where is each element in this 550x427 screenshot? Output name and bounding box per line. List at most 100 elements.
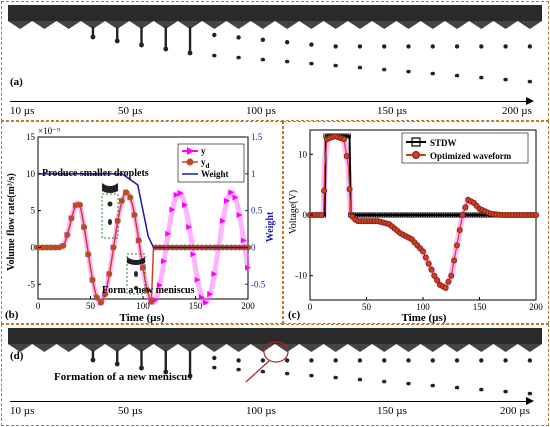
x-tick-label-b: 0 (36, 301, 41, 311)
series-yd-marker (68, 215, 75, 222)
satellite-droplet (527, 79, 533, 84)
satellite-droplet (527, 391, 533, 396)
meniscus-tooth (177, 21, 203, 29)
ligament (164, 350, 167, 372)
ligament (164, 27, 167, 49)
panel-a: (a) 10 µs 50 µs 100 µs 150 µs 200 µs (1, 1, 549, 121)
panel-label-b: (b) (5, 309, 19, 321)
annotation-formation-meniscus: Formation of a new meniscus (54, 371, 192, 383)
droplet (309, 42, 314, 47)
droplet (527, 358, 533, 363)
droplet (479, 358, 484, 363)
droplet (503, 358, 508, 363)
time-tick-d: 200 µs (500, 405, 530, 417)
series-y-marker (232, 194, 239, 201)
meniscus-tooth (129, 21, 154, 29)
series-optimized-marker (451, 257, 458, 264)
meniscus-tooth (105, 21, 130, 29)
legend-box-c (401, 132, 529, 164)
time-axis-arrow-a (526, 97, 534, 105)
series-optimized-marker (343, 153, 350, 160)
time-axis-d (10, 401, 526, 402)
satellite-droplet (454, 385, 460, 390)
time-axis-a (10, 101, 526, 102)
meniscus-tooth (396, 21, 421, 29)
droplet (90, 357, 96, 363)
series-yd-marker (98, 299, 105, 306)
droplet (430, 44, 435, 49)
time-tick-a: 10 µs (10, 105, 35, 117)
series-y-marker (194, 276, 201, 283)
meniscus-tooth (250, 344, 275, 352)
series-yd-marker (119, 197, 126, 204)
droplet (236, 358, 241, 363)
series-yd-marker (139, 264, 146, 271)
meniscus-tooth (469, 344, 494, 352)
satellite-droplet (479, 387, 484, 392)
meniscus-tooth (323, 344, 348, 352)
droplet (430, 358, 435, 363)
x-tick-label-c: 200 (529, 302, 543, 312)
series-optimized-marker (453, 242, 460, 249)
series-y-marker (236, 211, 243, 218)
meniscus-tooth (105, 344, 130, 352)
droplet-inset-glyphs (102, 183, 145, 290)
meniscus-tooth (202, 21, 227, 29)
droplet (260, 37, 266, 42)
legend-b: y yd Weight (177, 143, 245, 183)
legend-entry-stdw: STDW (430, 138, 457, 148)
x-tick-label-c: 50 (362, 302, 372, 312)
droplet (382, 358, 387, 363)
ylabel-c: Voltage(V) (288, 190, 299, 234)
meniscus-tooth (226, 21, 251, 29)
y-right-tick-label-b: -0.5 (251, 279, 266, 289)
satellite-droplet (503, 77, 508, 82)
droplet-strip-a (8, 5, 542, 97)
nozzle-plate (8, 328, 542, 344)
y-tick-label-b: 5 (31, 206, 36, 216)
y-tick-label-c: -10 (295, 271, 307, 281)
time-tick-a: 200 µs (502, 105, 532, 117)
satellite-droplet (260, 57, 266, 62)
satellite-droplet (357, 377, 363, 382)
droplet (357, 44, 363, 49)
ligament (188, 27, 192, 53)
y-right-tick-label-b: 0.5 (251, 206, 263, 216)
meniscus-tooth (372, 21, 397, 29)
series-y-marker (211, 271, 218, 278)
droplet (309, 358, 314, 363)
satellite-droplet (430, 71, 435, 76)
meniscus-tooth (420, 21, 445, 29)
meniscus-tooth (347, 21, 373, 29)
panel-c: 0 50 100 150 200 -10 0 10 Voltage(V) Time (µs) … (283, 121, 549, 324)
series-stdw-marker (346, 133, 351, 139)
x-tick-label-c: 150 (473, 302, 487, 312)
droplet-inset-2 (126, 253, 146, 295)
meniscus-tooth (299, 21, 324, 29)
satellite-droplet (309, 373, 314, 378)
series-y-marker (198, 294, 205, 301)
series-y-marker (186, 224, 193, 231)
legend-entry-y: y (201, 146, 206, 156)
x-tick-label-b: 100 (136, 301, 150, 311)
legend-entry-weight: Weight (201, 169, 229, 179)
series-optimized-marker (425, 260, 432, 267)
series-yd-marker (148, 298, 155, 305)
y-tick-label-b: 10 (26, 169, 36, 179)
series-optimized-marker (442, 284, 449, 291)
series-weight-line (38, 173, 248, 249)
droplet (333, 358, 338, 363)
series-yd-marker (77, 201, 84, 208)
series-y-marker (173, 191, 180, 198)
droplet-strip-d (8, 328, 542, 400)
droplet (284, 358, 290, 363)
time-tick-d: 100 µs (246, 405, 276, 417)
series-y-marker (240, 237, 247, 244)
droplet (139, 42, 144, 48)
satellite-droplet (212, 365, 217, 370)
x-tick-label-b: 200 (241, 301, 255, 311)
series-y-marker (177, 190, 184, 197)
nozzle-plate (8, 5, 542, 21)
